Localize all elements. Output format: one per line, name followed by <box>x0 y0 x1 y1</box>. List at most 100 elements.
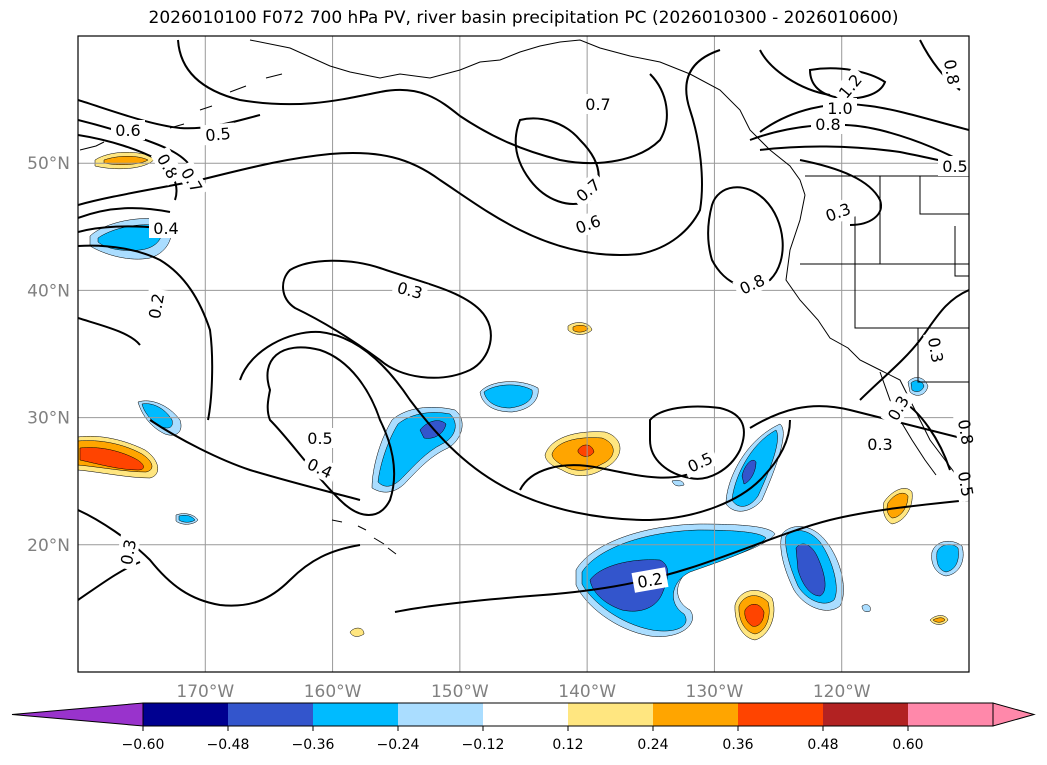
coastline-aleutians <box>79 73 283 151</box>
state-border-nv <box>854 214 969 329</box>
colorbar-label: 0.60 <box>892 737 923 753</box>
latitude-label: 40°N <box>27 281 70 301</box>
graticule <box>78 36 969 672</box>
map-frame <box>77 35 970 673</box>
pv-contour <box>78 49 721 256</box>
pv-contour <box>78 207 171 219</box>
longitude-label: 130°W <box>686 682 744 702</box>
neg-anomaly-region <box>725 423 784 512</box>
contour-label: 0.6 <box>115 121 140 140</box>
longitude-label: 170°W <box>176 682 234 702</box>
coastline-baja <box>879 371 937 476</box>
longitude-label: 150°W <box>431 682 489 702</box>
pos-anomaly-region <box>78 436 158 479</box>
pv-contour <box>266 346 396 516</box>
colorbar-label: 0.24 <box>637 737 668 753</box>
pv-contour <box>177 39 668 165</box>
colorbar-label: −0.12 <box>462 737 505 753</box>
contour-labels: 0.6 0.50.80.70.40.20.30.30.50.40.30.70.70… <box>111 53 979 593</box>
contour-label: 1.0 <box>827 99 852 118</box>
pv-contour <box>78 99 261 130</box>
contour-label: 0.8 <box>940 58 963 86</box>
neg-anomaly-region <box>575 523 776 637</box>
latitude-label: 50°N <box>27 154 70 174</box>
pv-contour <box>239 330 791 522</box>
neg-anomaly-region <box>931 540 964 577</box>
pv-contour <box>282 259 492 379</box>
pv-contour <box>859 289 969 401</box>
colorbar-swatch <box>823 703 908 726</box>
colorbar-swatch <box>568 703 653 726</box>
contour-label: 0.5 <box>205 124 232 145</box>
contour-label: 0.5 <box>942 157 967 176</box>
contour-label: 0.2 <box>636 569 664 592</box>
pv-contour <box>519 464 701 491</box>
contour-label: 0.8 <box>954 418 977 446</box>
neg-anomaly-region <box>175 513 199 525</box>
pv-contour <box>759 49 831 96</box>
pv-contours <box>78 39 969 613</box>
coastline-alaska <box>249 39 806 196</box>
longitude-label: 160°W <box>304 682 362 702</box>
pv-contour <box>749 405 969 441</box>
latitude-labels: 20°N 30°N 40°N 50°N <box>27 154 70 556</box>
colorbar-swatch <box>228 703 313 726</box>
longitude-labels: 170°W 160°W 150°W 140°W 130°W 120°W <box>176 682 870 702</box>
neg-anomaly-region <box>671 479 871 613</box>
colorbar-label: −0.48 <box>207 737 250 753</box>
colorbar-swatch <box>143 703 228 726</box>
colorbar-label: −0.36 <box>292 737 335 753</box>
contour-label: 0.5 <box>954 470 977 498</box>
longitude-label: 120°W <box>813 682 871 702</box>
coastline-hawaii <box>331 519 397 555</box>
pv-contour <box>799 159 882 226</box>
pv-contour <box>649 405 745 480</box>
pv-contour <box>749 123 969 166</box>
contour-label: 0.3 <box>924 336 947 364</box>
colorbar-swatch <box>398 703 483 726</box>
longitude-label: 140°W <box>558 682 616 702</box>
contour-label: 0.7 <box>585 95 610 114</box>
contour-label: 0.8 <box>815 115 840 134</box>
colorbar-label: −0.60 <box>122 737 165 753</box>
pv-contour <box>149 419 361 501</box>
pv-contour <box>394 499 969 613</box>
neg-anomaly-region <box>780 526 844 611</box>
contour-label: 0.5 <box>307 429 332 448</box>
pos-anomaly-region <box>734 590 775 641</box>
contour-label: 0.3 <box>867 435 892 454</box>
colorbar-swatch <box>908 703 993 726</box>
colorbar-swatch <box>738 703 823 726</box>
contour-label: 0.2 <box>145 292 168 320</box>
pv-contour <box>707 186 784 289</box>
pv-contour <box>759 103 969 133</box>
neg-anomaly-region <box>371 407 463 493</box>
pv-contour <box>78 317 141 346</box>
coastline-west-us <box>785 194 969 491</box>
colorbar-label: −0.24 <box>377 737 420 753</box>
map-title: 2026010100 F072 700 hPa PV, river basin … <box>148 8 899 28</box>
colorbar <box>11 702 1036 727</box>
state-border-id <box>879 176 969 277</box>
pos-anomaly-region <box>883 488 913 525</box>
colorbar-label: 0.12 <box>552 737 583 753</box>
contour-label: 0.3 <box>117 538 140 566</box>
colorbar-extend-high <box>992 702 1036 727</box>
colorbar-label: 0.48 <box>807 737 838 753</box>
colorbar-swatch <box>653 703 738 726</box>
colorbar-labels: −0.60 −0.48 −0.36 −0.24 −0.12 0.12 0.24 0.36 0.4… <box>122 726 924 753</box>
pos-anomaly-region <box>349 627 365 637</box>
colorbar-extend-low <box>11 702 144 727</box>
pv-contour <box>78 244 214 421</box>
pos-anomaly-region <box>567 322 593 335</box>
pos-anomaly-region <box>929 615 949 625</box>
colorbar-swatch <box>483 703 568 726</box>
coastlines <box>79 39 969 555</box>
colorbar-swatch <box>313 703 398 726</box>
colorbar-label: 0.36 <box>722 737 753 753</box>
contour-label: 0.4 <box>153 219 178 238</box>
neg-anomaly-region <box>479 381 539 413</box>
latitude-label: 20°N <box>27 536 70 556</box>
pos-anomaly-region <box>94 151 156 170</box>
